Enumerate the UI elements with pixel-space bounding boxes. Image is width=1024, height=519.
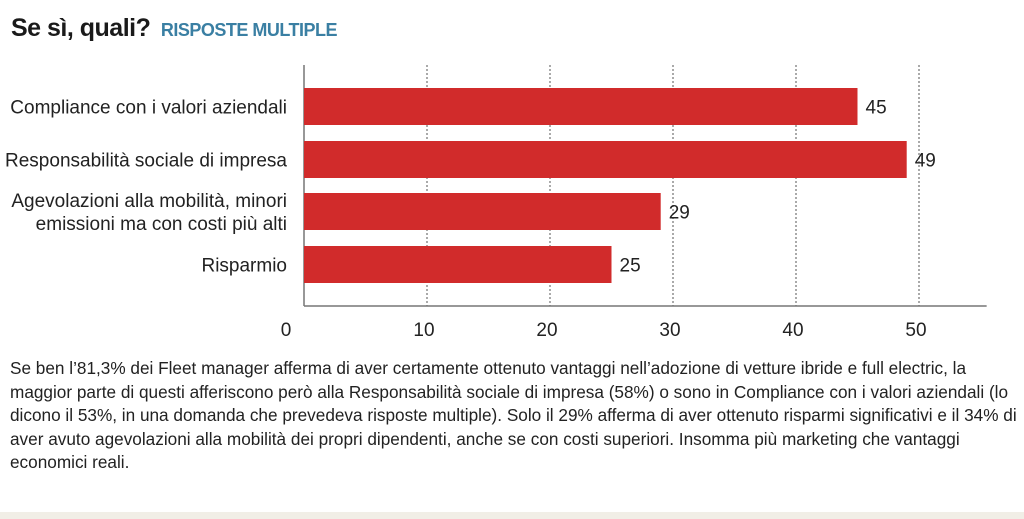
category-label: emissioni ma con costi più alti xyxy=(36,214,287,235)
bottom-strip xyxy=(0,512,1024,519)
x-tick-label: 40 xyxy=(782,320,803,341)
chart-title: Se sì, quali? RISPOSTE MULTIPLE xyxy=(11,14,338,43)
x-tick-label: 20 xyxy=(536,320,557,341)
category-label: Risparmio xyxy=(201,256,287,277)
bar xyxy=(304,193,661,230)
title-text: Se sì, quali? xyxy=(11,14,151,42)
bar xyxy=(304,246,612,283)
chart-subtitle: RISPOSTE MULTIPLE xyxy=(160,20,338,40)
bar-value-label: 45 xyxy=(866,98,887,119)
bar-chart: 0 10 20 30 40 50 45 Compliance con i valori azi… xyxy=(5,65,987,341)
x-tick-label: 50 xyxy=(905,320,926,341)
category-label: Compliance con i valori aziendali xyxy=(10,98,287,119)
description-paragraph: Se ben l’81,3% dei Fleet manager afferma… xyxy=(10,358,1017,472)
x-tick-label: 30 xyxy=(659,320,680,341)
bar xyxy=(304,141,907,178)
x-tick-label: 0 xyxy=(281,320,292,341)
category-label: Agevolazioni alla mobilità, minori xyxy=(11,191,287,212)
category-label: Responsabilità sociale di impresa xyxy=(5,151,287,172)
bar-value-label: 25 xyxy=(620,256,641,277)
x-tick-label: 10 xyxy=(413,320,434,341)
bar-value-label: 29 xyxy=(669,203,690,224)
bar xyxy=(304,88,858,125)
bar-value-label: 49 xyxy=(915,151,936,172)
